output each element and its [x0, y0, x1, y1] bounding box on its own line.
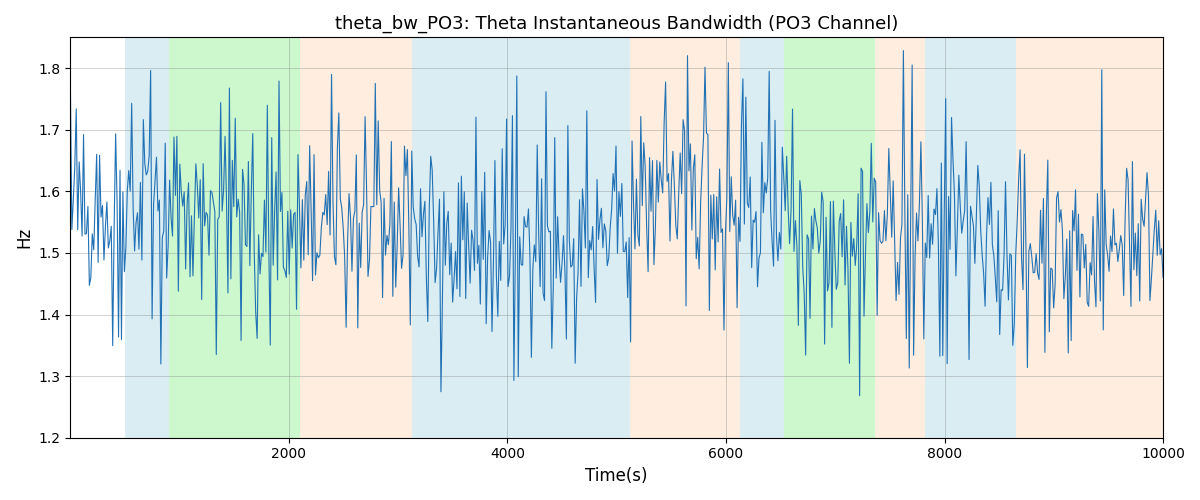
- Y-axis label: Hz: Hz: [14, 227, 32, 248]
- Bar: [740, 38, 784, 438]
- Bar: [125, 38, 169, 438]
- Title: theta_bw_PO3: Theta Instantaneous Bandwidth (PO3 Channel): theta_bw_PO3: Theta Instantaneous Bandwi…: [335, 15, 899, 34]
- Bar: [1015, 38, 1163, 438]
- Bar: [169, 38, 300, 438]
- Bar: [784, 38, 875, 438]
- Bar: [925, 38, 1015, 438]
- Bar: [630, 38, 740, 438]
- Bar: [300, 38, 413, 438]
- Bar: [413, 38, 458, 438]
- Bar: [875, 38, 925, 438]
- Bar: [458, 38, 630, 438]
- X-axis label: Time(s): Time(s): [586, 467, 648, 485]
